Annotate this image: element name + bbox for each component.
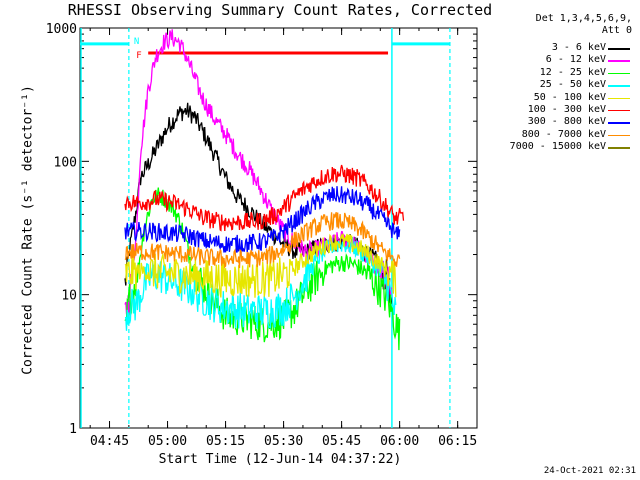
chart-title: RHESSI Observing Summary Count Rates, Co…	[67, 1, 493, 19]
x-tick-label: 04:45	[90, 434, 129, 449]
legend-item: 300 - 800 keV	[478, 116, 638, 128]
legend-item-swatch	[608, 147, 630, 149]
legend-item-label: 6 - 12 keV	[545, 54, 606, 66]
x-tick-label: 05:00	[148, 434, 187, 449]
x-axis-label: Start Time (12-Jun-14 04:37:22)	[158, 452, 402, 467]
y-tick-label: 1	[69, 422, 77, 437]
series-line-300-800-kev	[124, 186, 401, 255]
plot-frame	[79, 27, 478, 429]
legend-item-label: 12 - 25 keV	[539, 66, 606, 78]
legend-item: 25 - 50 keV	[478, 79, 638, 91]
legend-item: 800 - 7000 keV	[478, 129, 638, 141]
legend-item-swatch	[608, 48, 630, 50]
legend-item: 100 - 300 keV	[478, 104, 638, 116]
legend: 3 - 6 keV 6 - 12 keV 12 - 25 keV 25 - 50 ke…	[478, 42, 638, 154]
legend-item-swatch	[608, 60, 630, 62]
y-tick-label: 10	[61, 289, 77, 304]
legend-header: Det 1,3,4,5,6,9, Att 0	[536, 13, 632, 37]
legend-item-swatch	[608, 122, 630, 124]
night-flag-label: N	[134, 37, 139, 47]
y-axis-label: Corrected Count Rate (s⁻¹ detector⁻¹)	[20, 85, 36, 375]
x-tick-label: 05:45	[322, 434, 361, 449]
legend-item-swatch	[608, 109, 630, 112]
x-tick-label: 06:15	[438, 434, 477, 449]
legend-item-label: 800 - 7000 keV	[521, 128, 606, 140]
series-line-25-50-kev	[124, 236, 397, 331]
legend-item-label: 300 - 800 keV	[527, 116, 606, 128]
legend-item-label: 7000 - 15000 keV	[509, 141, 606, 153]
legend-item-swatch	[608, 134, 630, 137]
legend-item: 12 - 25 keV	[478, 67, 638, 79]
legend-item: 7000 - 15000 keV	[478, 141, 638, 153]
legend-item-swatch	[608, 72, 630, 75]
footer-timestamp: 24-Oct-2021 02:31	[543, 466, 636, 476]
legend-item: 50 - 100 keV	[478, 92, 638, 104]
series-line-100-300-kev	[124, 164, 405, 232]
y-tick-label: 1000	[46, 22, 77, 37]
legend-item: 6 - 12 keV	[478, 54, 638, 66]
legend-item: 3 - 6 keV	[478, 42, 638, 54]
legend-item-label: 100 - 300 keV	[527, 103, 606, 115]
legend-header-line-1: Det 1,3,4,5,6,9,	[535, 13, 632, 24]
y-tick-label: 100	[54, 155, 77, 170]
legend-item-swatch	[608, 85, 630, 87]
legend-header-line-2: Att 0	[601, 25, 632, 36]
legend-item-label: 3 - 6 keV	[551, 42, 606, 53]
legend-item-label: 50 - 100 keV	[533, 91, 606, 103]
x-tick-label: 06:00	[380, 434, 419, 449]
x-tick-label: 05:30	[264, 434, 303, 449]
series-line-50-100-kev	[124, 233, 397, 298]
x-tick-label: 05:15	[206, 434, 245, 449]
legend-item-swatch	[608, 97, 630, 100]
legend-item-label: 25 - 50 keV	[539, 79, 606, 91]
flare-flag-label: F	[136, 51, 141, 61]
series-line-800-7000-kev	[124, 211, 401, 269]
